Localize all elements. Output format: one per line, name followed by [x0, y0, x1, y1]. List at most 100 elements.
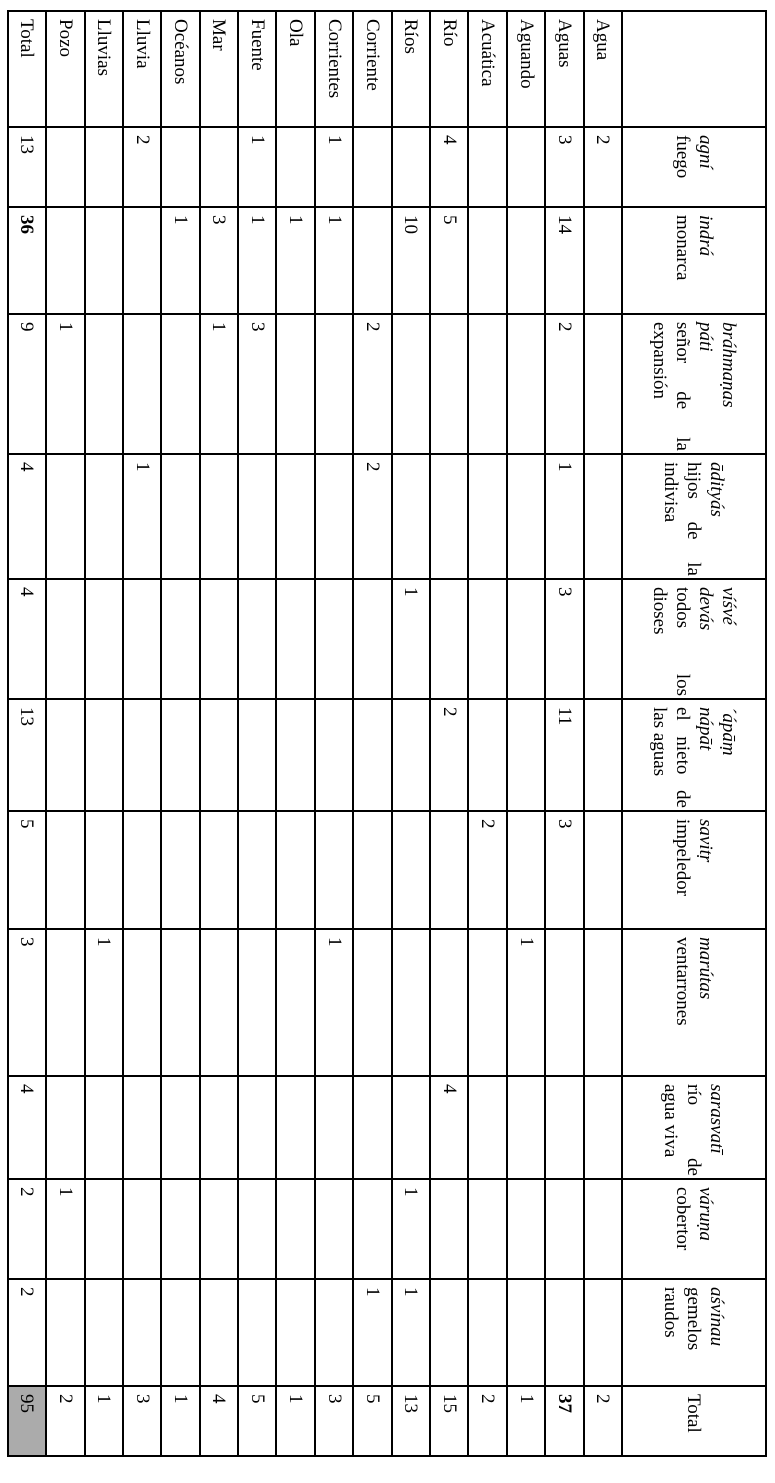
deity-gloss-line: dioses [649, 587, 670, 635]
data-cell [161, 454, 200, 579]
data-cell [430, 314, 469, 454]
data-cell [276, 314, 315, 454]
data-cell [84, 127, 123, 207]
data-cell [314, 314, 354, 454]
deity-name-line: savitṛ [695, 819, 716, 863]
data-cell [583, 929, 622, 1076]
table-row: Acuática 2 2 [468, 11, 507, 1456]
deity-name-line: sarasvatī [706, 1084, 728, 1154]
total-column-header: Total [622, 1386, 766, 1456]
data-cell [84, 1279, 123, 1386]
column-total-cell: 9 [7, 314, 47, 454]
data-cell: 3 [199, 207, 239, 314]
data-cell [84, 811, 123, 929]
data-cell [583, 811, 622, 929]
data-cell [276, 811, 315, 929]
data-cell [583, 579, 622, 699]
data-cell [583, 1279, 622, 1386]
data-cell [276, 454, 315, 579]
data-cell [391, 454, 431, 579]
data-cell [199, 454, 239, 579]
data-cell: 1 [314, 127, 354, 207]
deity-name-line: devás [695, 587, 716, 631]
data-cell: 2 [430, 699, 469, 811]
data-cell: 1 [238, 127, 277, 207]
row-label: Lluvias [84, 11, 123, 127]
data-cell: 4 [430, 127, 469, 207]
deity-name-line: indrá [695, 215, 716, 257]
data-cell [84, 314, 123, 454]
data-cell [583, 314, 622, 454]
data-cell: 1 [122, 454, 162, 579]
row-label: Ríos [391, 11, 431, 127]
data-cell [46, 1076, 85, 1179]
column-total-cell: 2 [7, 1179, 47, 1279]
data-cell [122, 1076, 162, 1179]
data-cell [276, 127, 315, 207]
data-cell [583, 1179, 622, 1279]
data-cell [46, 454, 85, 579]
totals-row-label: Total [7, 11, 47, 127]
data-cell: 1 [46, 1179, 85, 1279]
data-cell [314, 1076, 354, 1179]
table-row: Ola 1 1 [276, 11, 315, 1456]
data-cell [122, 929, 162, 1076]
data-cell: 1 [46, 314, 85, 454]
data-cell: 2 [122, 127, 162, 207]
deity-name-line: marútas [695, 937, 716, 1000]
data-cell [46, 1279, 85, 1386]
deity-name-line: aśvínau [706, 1287, 728, 1347]
data-cell [506, 1179, 546, 1279]
row-label: Aguas [545, 11, 584, 127]
deity-gloss-line: las aguas [649, 707, 670, 777]
data-cell [391, 127, 431, 207]
data-cell [545, 1179, 584, 1279]
data-cell [84, 1076, 123, 1179]
row-total-cell: 1 [276, 1386, 315, 1456]
data-cell [161, 314, 200, 454]
column-header: aśvínau gemelos raudos [622, 1279, 766, 1386]
data-cell: 1 [391, 1179, 431, 1279]
data-cell [238, 1179, 277, 1279]
data-cell: 11 [545, 699, 584, 811]
data-cell [430, 1279, 469, 1386]
data-cell [430, 929, 469, 1076]
row-total-cell: 13 [391, 1386, 431, 1456]
deity-gloss-line: indivisa [660, 462, 682, 523]
column-header: agní fuego [622, 127, 766, 207]
data-cell [583, 207, 622, 314]
data-cell: 1 [353, 1279, 392, 1386]
table-row: Aguando 1 1 [506, 11, 546, 1456]
data-cell [84, 1179, 123, 1279]
data-cell [84, 699, 123, 811]
deity-gloss-line: hijos de la [683, 462, 705, 576]
deity-gloss-line: río de [683, 1084, 705, 1176]
data-cell [238, 811, 277, 929]
data-cell [391, 811, 431, 929]
data-cell [161, 579, 200, 699]
data-cell [161, 1279, 200, 1386]
column-total-cell: 2 [7, 1279, 47, 1386]
column-header: savitṛ impeledor [622, 811, 766, 929]
deity-name-line: víśvé [718, 587, 739, 625]
data-cell [46, 207, 85, 314]
row-total-cell: 1 [506, 1386, 546, 1456]
row-label: Aguando [506, 11, 546, 127]
data-cell [430, 454, 469, 579]
row-label: Corrientes [314, 11, 354, 127]
data-cell [314, 454, 354, 579]
data-cell [506, 207, 546, 314]
data-cell [122, 1279, 162, 1386]
grand-total-cell: 95 [7, 1386, 47, 1456]
data-cell: 3 [238, 314, 277, 454]
data-cell: 2 [353, 314, 392, 454]
row-total-cell: 4 [199, 1386, 239, 1456]
row-total-cell: 3 [122, 1386, 162, 1456]
row-label: Océanos [161, 11, 200, 127]
data-cell [238, 929, 277, 1076]
data-cell [468, 127, 507, 207]
data-cell [276, 1179, 315, 1279]
data-cell: 1 [276, 207, 315, 314]
data-cell [583, 454, 622, 579]
totals-row: Total 13 36 9 4 4 13 5 3 4 2 2 95 [7, 11, 47, 1456]
